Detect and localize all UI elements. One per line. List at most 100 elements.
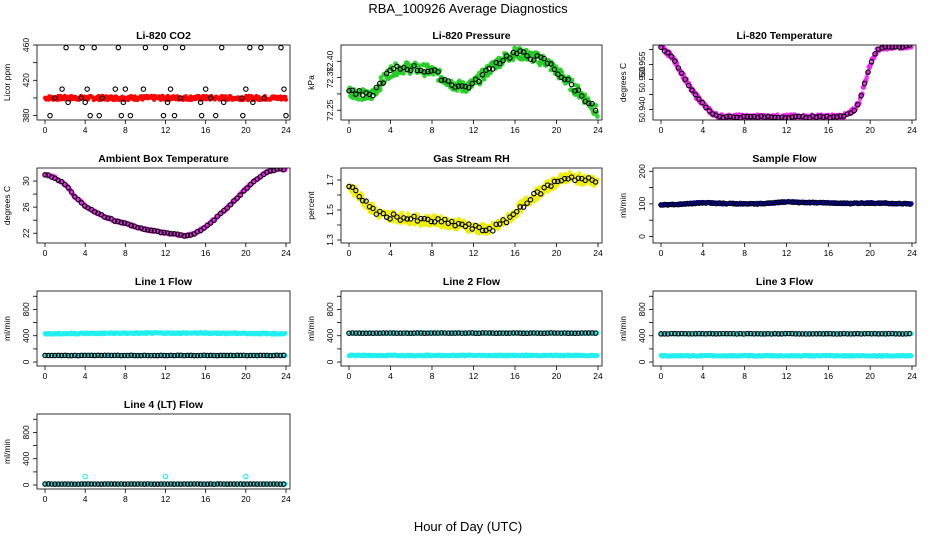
data-point <box>682 201 688 207</box>
data-point <box>575 87 582 93</box>
data-point <box>250 99 256 106</box>
data-point <box>844 200 851 206</box>
data-point <box>668 201 675 208</box>
data-point <box>568 330 575 336</box>
data-point <box>685 331 692 337</box>
data-point <box>872 200 878 207</box>
data-point <box>582 330 588 336</box>
data-point <box>594 114 600 119</box>
data-point <box>184 352 191 359</box>
data-point <box>699 330 706 337</box>
y-tick-label: 1.7 <box>325 174 335 186</box>
x-tick-label: 24 <box>593 125 603 135</box>
data-point <box>421 330 428 337</box>
data-point <box>99 95 105 101</box>
series-avg <box>42 352 287 359</box>
data-point <box>171 231 177 237</box>
data-point <box>98 352 105 359</box>
data-point <box>872 51 878 57</box>
data-point <box>211 352 217 359</box>
data-point <box>390 330 397 336</box>
y-tick-label: 100 <box>637 197 647 211</box>
data-point <box>221 207 227 214</box>
data-point <box>466 330 472 336</box>
data-point <box>479 330 486 336</box>
data-point <box>174 231 181 237</box>
data-point <box>278 45 284 51</box>
data-point <box>486 330 493 336</box>
data-point <box>699 99 706 106</box>
data-point <box>466 84 472 91</box>
data-point <box>445 78 452 84</box>
data-point <box>514 330 520 336</box>
data-point <box>520 49 527 55</box>
data-point <box>121 220 128 226</box>
data-point <box>387 330 393 336</box>
data-point <box>527 330 534 336</box>
data-point <box>455 220 462 227</box>
data-point <box>493 221 499 228</box>
data-point <box>490 66 496 72</box>
data-point <box>428 218 434 225</box>
data-point <box>201 225 207 231</box>
data-point <box>854 200 861 207</box>
panel-title: Ambient Box Temperature <box>98 153 229 165</box>
x-tick-label: 24 <box>281 371 291 381</box>
data-point <box>84 86 90 92</box>
y-tick-label: 50.955 <box>637 51 647 77</box>
data-point <box>754 201 761 207</box>
data-point <box>383 70 390 77</box>
data-point <box>181 352 187 359</box>
data-point <box>198 112 205 119</box>
data-point <box>164 99 171 106</box>
data-point <box>459 83 465 89</box>
data-point <box>500 57 506 64</box>
data-point <box>68 352 75 359</box>
data-point <box>118 219 124 226</box>
data-point <box>551 178 558 185</box>
data-point <box>171 112 178 119</box>
plot-area <box>658 330 914 359</box>
data-point <box>523 47 529 53</box>
data-point <box>555 71 561 77</box>
data-point <box>703 200 709 206</box>
data-point <box>257 352 264 359</box>
data-point <box>58 352 65 359</box>
data-point <box>830 200 837 206</box>
data-point <box>490 228 496 234</box>
data-point <box>168 231 174 237</box>
data-point <box>435 330 441 336</box>
data-point <box>589 100 595 107</box>
data-point <box>62 181 68 188</box>
data-point <box>63 45 69 51</box>
data-point <box>879 200 885 206</box>
data-point <box>692 200 699 207</box>
data-point <box>551 66 558 73</box>
data-point <box>401 330 407 336</box>
data-point <box>151 227 158 234</box>
data-point <box>59 86 65 92</box>
data-point <box>161 352 168 359</box>
data-point <box>727 113 733 120</box>
plot-area <box>43 45 289 119</box>
data-point <box>896 200 902 207</box>
data-point <box>858 200 864 206</box>
data-point <box>665 49 671 56</box>
data-point <box>899 201 906 207</box>
x-tick-label: 16 <box>824 125 834 135</box>
y-tick-label: 0 <box>325 359 335 364</box>
data-point <box>518 209 524 215</box>
x-tick-label: 16 <box>510 248 520 258</box>
data-point <box>414 330 421 336</box>
y-axis-label: ml/min <box>2 316 12 341</box>
data-point <box>224 352 231 359</box>
data-point <box>678 330 685 337</box>
data-point <box>277 352 284 359</box>
data-point <box>418 330 424 336</box>
data-point <box>144 227 151 233</box>
data-point <box>507 55 513 61</box>
data-point <box>493 330 499 336</box>
data-point <box>823 200 830 206</box>
data-point <box>421 215 428 222</box>
x-tick-label: 8 <box>742 248 747 258</box>
